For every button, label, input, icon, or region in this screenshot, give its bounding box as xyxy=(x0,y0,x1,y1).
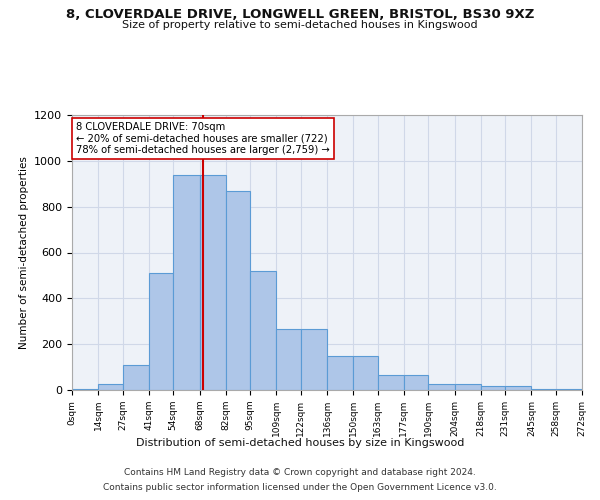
Bar xyxy=(481,386,505,390)
Bar xyxy=(532,389,556,390)
Bar xyxy=(404,375,428,390)
Text: Distribution of semi-detached houses by size in Kingswood: Distribution of semi-detached houses by … xyxy=(136,438,464,448)
Text: Size of property relative to semi-detached houses in Kingswood: Size of property relative to semi-detach… xyxy=(122,20,478,30)
Bar xyxy=(556,389,582,390)
Bar xyxy=(98,384,122,390)
Bar xyxy=(455,384,481,390)
Bar xyxy=(226,190,250,390)
Bar xyxy=(250,271,277,390)
Bar xyxy=(301,330,327,390)
Text: 8 CLOVERDALE DRIVE: 70sqm
← 20% of semi-detached houses are smaller (722)
78% of: 8 CLOVERDALE DRIVE: 70sqm ← 20% of semi-… xyxy=(76,122,329,155)
Text: Contains HM Land Registry data © Crown copyright and database right 2024.: Contains HM Land Registry data © Crown c… xyxy=(124,468,476,477)
Bar xyxy=(122,365,149,390)
Y-axis label: Number of semi-detached properties: Number of semi-detached properties xyxy=(19,156,29,349)
Bar xyxy=(199,174,226,390)
Bar xyxy=(277,330,301,390)
Bar xyxy=(505,386,532,390)
Bar xyxy=(173,174,199,390)
Bar xyxy=(72,389,98,390)
Text: 8, CLOVERDALE DRIVE, LONGWELL GREEN, BRISTOL, BS30 9XZ: 8, CLOVERDALE DRIVE, LONGWELL GREEN, BRI… xyxy=(66,8,534,20)
Bar xyxy=(377,375,404,390)
Bar xyxy=(149,273,173,390)
Bar xyxy=(428,384,455,390)
Bar xyxy=(353,356,377,390)
Text: Contains public sector information licensed under the Open Government Licence v3: Contains public sector information licen… xyxy=(103,483,497,492)
Bar xyxy=(327,356,353,390)
